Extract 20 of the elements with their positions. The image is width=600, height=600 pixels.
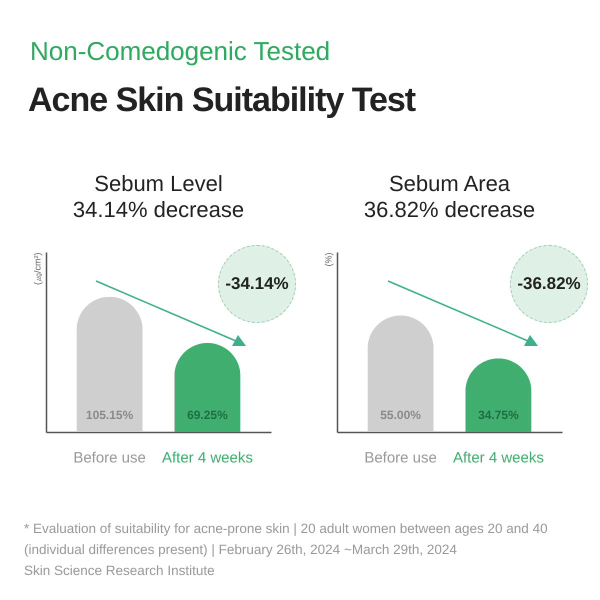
text: Non-Comedogenic Tested — [30, 36, 332, 67]
text: * Evaluation of suitability for acne-prone skin | 20 adult women between ages 20 and 40 (individual differences present) | February 26th, 2024 ~March 29th, 2024 — [24, 520, 549, 559]
text: Acne Skin Suitability Test — [28, 81, 417, 120]
text: Skin Science Research Institute — [24, 562, 216, 580]
x-tick-label: After 4 weeks — [162, 450, 253, 466]
x-tick-label: After 4 weeks — [452, 450, 544, 466]
data-label: 34.75% — [478, 408, 520, 422]
data-label: 55.00% — [380, 408, 422, 422]
x-tick-label: Before use — [364, 450, 437, 466]
chart-subtitle: 36.82% decrease — [364, 197, 536, 222]
chart-subtitle: 34.14% decrease — [72, 197, 244, 222]
y-axis-title: (%) — [324, 252, 334, 266]
data-label: 69.25% — [187, 408, 228, 422]
dashed-circle: -36.82% — [510, 245, 588, 323]
chart-title: Sebum Level — [94, 171, 223, 196]
data-label: 105.15% — [86, 408, 134, 422]
dashed-circle: -34.14% — [218, 245, 296, 323]
x-tick-label: Before use — [73, 450, 146, 466]
chart-title: Sebum Area — [388, 171, 511, 196]
y-axis-title: (㎍/cm²) — [32, 252, 42, 285]
